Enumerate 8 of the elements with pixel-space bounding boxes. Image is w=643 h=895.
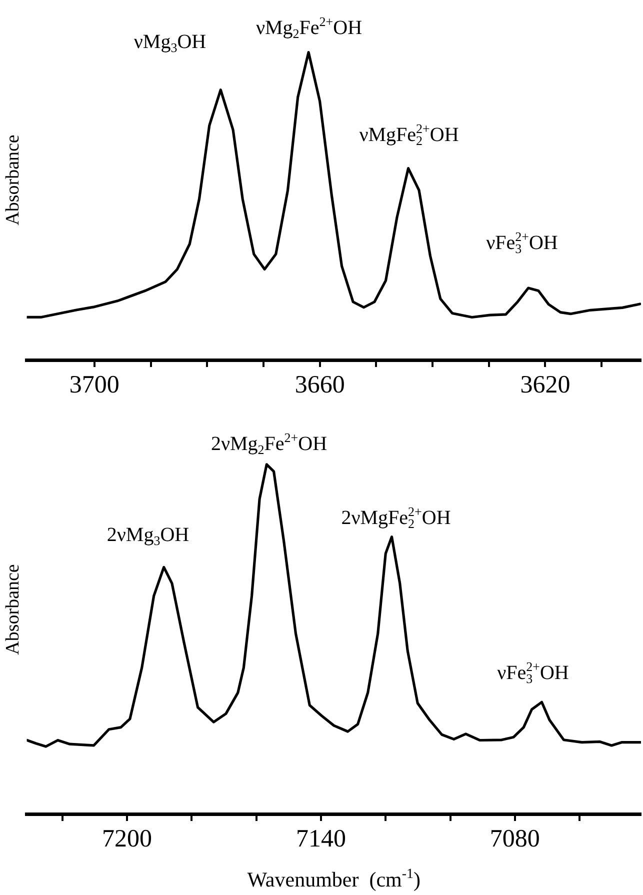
x-tick-label: 3620 bbox=[520, 372, 570, 399]
y-axis-title: Absorbance bbox=[2, 564, 24, 655]
x-tick-label: 7200 bbox=[102, 826, 152, 853]
x-tick-label: 3660 bbox=[294, 372, 345, 399]
x-tick-label: 7140 bbox=[296, 826, 346, 853]
y-axis-title: Absorbance bbox=[2, 134, 24, 226]
x-tick-label: 7080 bbox=[490, 826, 540, 853]
x-tick-label: 3700 bbox=[69, 372, 120, 399]
